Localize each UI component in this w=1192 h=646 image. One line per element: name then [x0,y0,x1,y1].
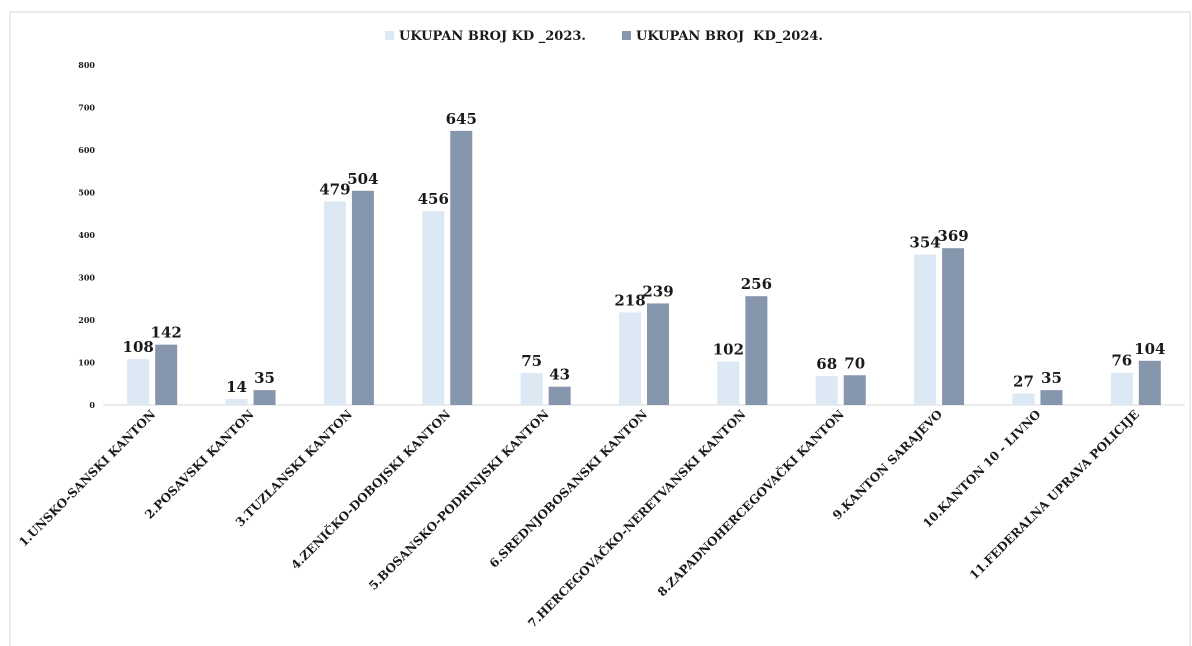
x-tick-label: 9.KANTON SARAJEVO [830,407,945,522]
data-label: 354 [909,234,940,252]
bar [619,312,641,405]
y-tick-label: 500 [78,188,95,198]
bar [815,376,838,405]
bar [647,303,669,405]
bar [155,344,178,405]
x-tick-label: 8.ZAPADNOHERCEGOVAČKI KANTON [653,406,846,599]
bar [942,248,965,405]
data-label: 27 [1013,373,1034,391]
legend-swatch [622,31,631,40]
data-label: 142 [151,324,182,342]
bar [1138,360,1161,405]
bar [745,296,768,405]
bar [843,375,866,405]
data-label: 239 [642,282,673,300]
legend-label: UKUPAN BROJ KD _2023. [399,29,586,44]
bar [450,130,473,405]
x-tick-label: 6.SREDNJOBOSANSKI KANTON [487,407,650,570]
x-tick-label: 2.POSAVSKI KANTON [142,407,256,521]
data-label: 369 [937,227,968,245]
x-tick-label: 3.TUZLANSKI KANTON [233,407,355,529]
x-tick-label: 10.KANTON 10 - LIVNO [920,407,1043,530]
data-label: 14 [226,378,247,396]
bar [351,190,374,405]
y-tick-label: 0 [89,400,95,410]
bar [717,361,740,405]
data-label: 645 [446,110,477,128]
data-label: 76 [1111,352,1132,370]
data-label: 256 [741,275,772,293]
x-tick-label: 5.BOSANSKO-PODRINJSKI KANTON [366,407,552,593]
bar [548,386,571,405]
data-label: 104 [1134,340,1165,358]
data-label: 504 [347,170,378,188]
bar [914,254,937,405]
bar [323,201,346,405]
bar [1040,390,1063,405]
bar [1012,393,1035,405]
x-tick-label: 1.UNSKO-SANSKI KANTON [16,407,158,549]
y-tick-label: 800 [78,60,95,70]
y-tick-label: 100 [78,358,95,368]
chart-frame [9,11,1191,646]
y-tick-label: 300 [78,273,95,283]
data-label: 68 [816,355,837,373]
bar [422,211,445,405]
y-tick-label: 700 [78,103,95,113]
x-tick-label: 11.FEDERALNA UPRAVA POLICIJE [967,407,1142,582]
legend-swatch [385,31,394,40]
data-label: 218 [614,291,645,309]
y-tick-label: 600 [78,145,95,155]
data-label: 108 [123,338,154,356]
data-label: 479 [319,180,350,198]
data-label: 35 [1041,369,1062,387]
data-label: 456 [418,190,449,208]
bar [127,359,150,405]
x-tick-label: 4.ZENIČKO-DOBOJSKI KANTON [287,406,453,572]
legend: UKUPAN BROJ KD _2023. UKUPAN BROJ KD_2024… [385,29,823,44]
bar [225,399,248,405]
bar [253,390,276,405]
y-tick-label: 200 [78,315,95,325]
legend-label: UKUPAN BROJ KD_2024. [636,29,823,44]
data-label: 75 [521,352,542,370]
data-label: 43 [549,366,570,384]
data-label: 102 [713,341,744,359]
bar [520,373,543,405]
data-label: 35 [254,369,275,387]
x-tick-label: 7.HERCEGOVAČKO-NERETVANSKI KANTON [524,406,749,631]
y-tick-label: 400 [78,230,95,240]
data-label: 70 [844,354,865,372]
bar [1110,372,1133,405]
